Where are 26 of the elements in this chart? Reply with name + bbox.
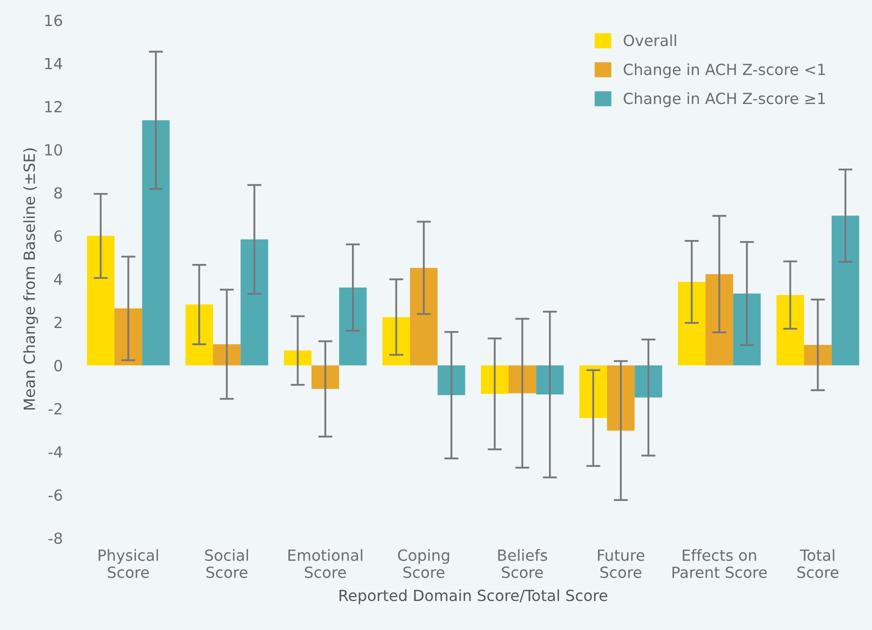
- x-tick-label: Total Score: [797, 549, 838, 578]
- x-tick-label: Emotional Score: [288, 549, 362, 578]
- y-tick-label: -2: [48, 403, 62, 414]
- y-tick-label: -8: [48, 532, 62, 544]
- x-tick-label: Future Score: [598, 550, 644, 578]
- y-tick-label: 16: [45, 14, 62, 26]
- x-tick-label: Physical Score: [98, 549, 158, 578]
- legend-label: Change in ACH Z-score <1: [624, 63, 825, 78]
- y-axis-title: Mean Change from Baseline (±SE): [23, 148, 38, 410]
- y-tick-label: 12: [45, 100, 62, 112]
- y-tick-label: -6: [48, 489, 62, 501]
- x-tick-label: Beliefs Score: [498, 549, 548, 578]
- y-tick-label: 14: [45, 58, 62, 70]
- y-tick-label: -4: [48, 446, 62, 458]
- x-tick-label: Social Score: [205, 549, 248, 578]
- x-axis-title: Reported Domain Score/Total Score: [340, 589, 608, 604]
- y-tick-label: 0: [54, 360, 62, 372]
- y-tick-label: 8: [54, 187, 62, 199]
- x-tick-label: Effects on Parent Score: [672, 549, 767, 578]
- y-tick-label: 2: [54, 316, 62, 328]
- y-tick-label: 10: [45, 144, 62, 156]
- x-tick-label: Coping Score: [398, 549, 450, 578]
- y-tick-label: 4: [54, 274, 62, 285]
- legend-label: Overall: [624, 34, 676, 46]
- legend-label: Change in ACH Z-score ≥1: [624, 92, 825, 108]
- y-tick-label: 6: [54, 230, 62, 242]
